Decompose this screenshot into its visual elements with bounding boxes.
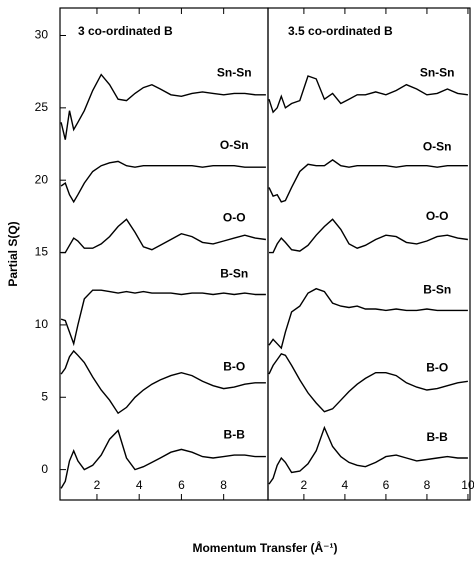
- series-label: O-O: [223, 210, 246, 224]
- series-line: [268, 425, 468, 485]
- series-label: B-O: [223, 359, 245, 373]
- series-line: [269, 218, 468, 254]
- y-tick-label: 15: [35, 245, 49, 259]
- x-tick-label: 2: [301, 478, 308, 492]
- x-tick-label: 6: [383, 478, 390, 492]
- series-label: B-B: [224, 427, 246, 441]
- series-line: [60, 160, 266, 204]
- series-line: [268, 75, 468, 114]
- x-tick-label: 6: [178, 478, 185, 492]
- panel-title: 3.5 co-ordinated B: [288, 24, 393, 38]
- series-label: Sn-Sn: [420, 66, 455, 80]
- x-tick-label: 8: [424, 478, 431, 492]
- series-label: O-Sn: [423, 139, 452, 153]
- x-tick-label: 8: [220, 478, 227, 492]
- series-line: [61, 218, 266, 254]
- plot-frame: [267, 7, 471, 501]
- y-tick-label: 20: [35, 172, 49, 186]
- x-tick-label: 10: [461, 478, 474, 492]
- series-label: B-O: [426, 361, 448, 375]
- series-label: Sn-Sn: [217, 66, 252, 80]
- x-tick-label: 4: [136, 478, 143, 492]
- series-label: B-B: [427, 430, 449, 444]
- series-line: [60, 289, 266, 347]
- series-line: [268, 352, 469, 413]
- series-label: B-Sn: [423, 283, 451, 297]
- y-tick-label: 0: [41, 462, 48, 476]
- series-label: O-O: [426, 209, 449, 223]
- series-line: [60, 349, 266, 415]
- y-tick-label: 5: [41, 389, 48, 403]
- y-axis-label: Partial S(Q): [6, 221, 20, 286]
- y-tick-label: 10: [35, 317, 49, 331]
- plot-frame: [59, 7, 269, 501]
- y-tick-label: 30: [35, 28, 49, 42]
- series-line: [60, 73, 266, 140]
- series-line: [268, 287, 468, 350]
- x-tick-label: 4: [342, 478, 349, 492]
- x-axis-label: Momentum Transfer (Å⁻¹): [192, 540, 337, 555]
- series-label: O-Sn: [220, 138, 249, 152]
- series-line: [60, 429, 266, 489]
- y-tick-label: 25: [35, 100, 49, 114]
- x-tick-label: 2: [94, 478, 101, 492]
- series-label: B-Sn: [220, 267, 248, 281]
- panel-title: 3 co-ordinated B: [78, 24, 173, 38]
- series-line: [268, 159, 468, 203]
